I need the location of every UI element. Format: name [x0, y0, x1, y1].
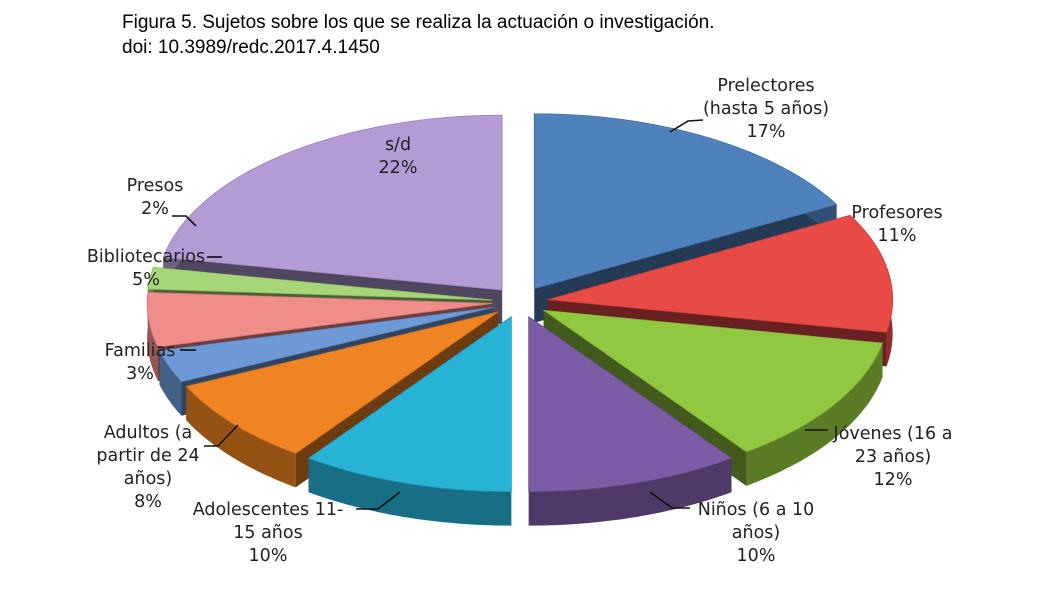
slice-label-7: Bibliotecarios 5% [87, 247, 205, 290]
slice-0-top [533, 113, 838, 290]
slice-label-4: Adolescentes 11- 15 años 10% [193, 500, 344, 566]
slice-name-3-0: Niños (6 a 10 [698, 500, 815, 520]
slice-7-side [147, 292, 158, 381]
slice-7-top [146, 292, 493, 348]
slice-8-top [147, 266, 493, 301]
figure-caption: Figura 5. Sujetos sobre los que se reali… [122, 10, 715, 60]
slice-label-2: Jóvenes (16 a 23 años) 12% [833, 424, 953, 490]
slice-4-side [308, 458, 512, 526]
slice-pct-9: 22% [379, 158, 418, 178]
leader-line-8 [172, 215, 197, 227]
caption-doi: doi: 10.3989/redc.2017.4.1450 [122, 37, 380, 58]
slice-pct-2: 12% [874, 470, 913, 490]
leader-line-4 [356, 491, 401, 510]
slice-pct-1: 11% [878, 226, 917, 246]
slice-name-0-0: Prelectores [717, 76, 814, 96]
slice-5-top [185, 311, 499, 454]
slice-pct-7: 5% [132, 270, 160, 290]
slice-name-4-0: Adolescentes 11- [193, 500, 344, 520]
slice-pct-3: 10% [737, 546, 776, 566]
leader-line-3 [649, 491, 690, 509]
caption-title: Figura 5. Sujetos sobre los que se reali… [122, 12, 715, 33]
slice-3 [528, 315, 733, 526]
slice-name-3-1: años) [732, 523, 780, 543]
slice-name-2-0: Jóvenes (16 a [833, 424, 953, 444]
slice-label-0: Prelectores (hasta 5 años) 17% [703, 76, 829, 142]
slice-label-1: Profesores 11% [851, 203, 942, 246]
slice-name-5-2: años) [124, 469, 172, 489]
leader-line-0 [669, 119, 704, 133]
slice-4-top [307, 315, 512, 493]
slice-pct-4: 10% [249, 546, 288, 566]
slice-4 [307, 315, 512, 526]
slice-pct-6: 3% [126, 364, 154, 384]
slice-9-top [162, 114, 503, 291]
slice-2-top [542, 309, 884, 453]
slice-3-side [528, 458, 732, 526]
slice-6-top [158, 306, 494, 383]
slice-pct-8: 2% [141, 199, 169, 219]
slice-label-3: Niños (6 a 10 años) 10% [698, 500, 815, 566]
slice-label-8: Presos 2% [127, 176, 184, 219]
slice-label-9: s/d 22% [379, 135, 418, 178]
slice-label-5: Adultos (a partir de 24 años) 8% [96, 423, 199, 512]
slice-name-9-0: s/d [385, 135, 411, 155]
slice-name-2-1: 23 años) [855, 447, 931, 467]
slice-pct-0: 17% [747, 122, 786, 142]
slice-name-8-0: Presos [127, 176, 184, 196]
slice-name-6-0: Familias [105, 341, 176, 361]
leader-lines [172, 119, 828, 510]
slice-name-1-0: Profesores [851, 203, 942, 223]
slice-labels: Prelectores (hasta 5 años) 17% Profesores 11… [87, 76, 953, 566]
slice-name-0-1: (hasta 5 años) [703, 99, 829, 119]
slice-label-6: Familias 3% [105, 341, 176, 384]
slice-name-5-0: Adultos (a [104, 423, 193, 443]
slice-1-top [547, 214, 894, 333]
pie-slices [146, 113, 894, 526]
slice-2-side [746, 343, 883, 486]
slice-name-5-1: partir de 24 [96, 446, 199, 466]
slice-name-4-1: 15 años [233, 523, 302, 543]
slice-3-top [528, 315, 733, 493]
leader-line-5 [204, 424, 239, 447]
slice-name-7-0: Bibliotecarios [87, 247, 205, 267]
slice-5-side [186, 386, 296, 488]
slice-6-side [159, 350, 182, 416]
slice-pct-5: 8% [134, 492, 162, 512]
